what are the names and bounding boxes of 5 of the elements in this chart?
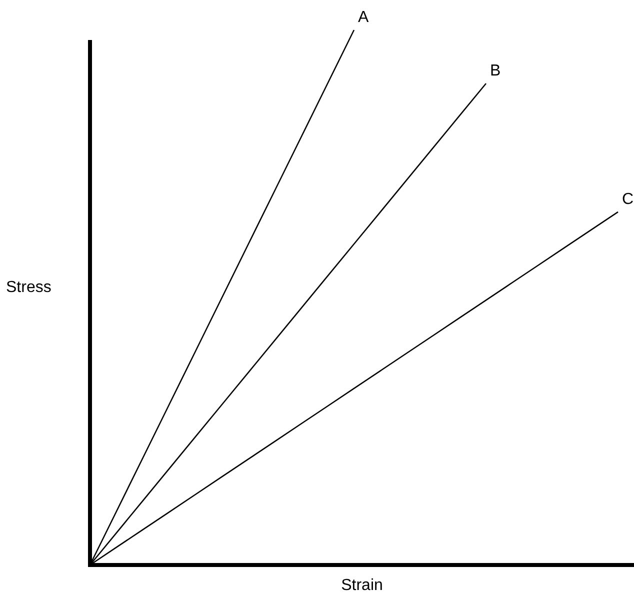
series-label: C [622, 190, 634, 208]
series-label: A [358, 9, 369, 26]
x-axis-title: Strain [341, 577, 383, 594]
series-label: B [490, 62, 501, 80]
y-axis-title: Stress [6, 279, 52, 296]
